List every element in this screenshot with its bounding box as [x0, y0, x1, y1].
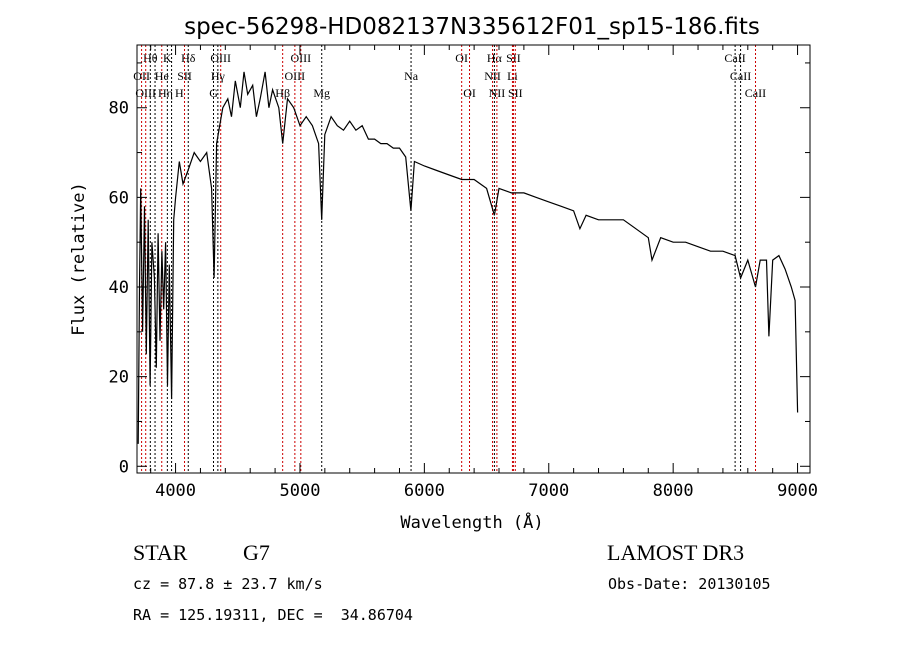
- y-tick-label: 0: [119, 457, 129, 477]
- spectral-line-label: SII: [506, 51, 521, 65]
- plot-frame: [136, 44, 811, 474]
- spectral-line-label: NII: [489, 86, 506, 100]
- x-tick-label: 6000: [404, 481, 445, 501]
- y-tick-label: 20: [109, 368, 129, 388]
- spectral-line-label: CaII: [724, 51, 745, 65]
- object-class: STAR: [133, 540, 188, 565]
- spectral-line-label: Hδ: [181, 51, 196, 65]
- spectral-line-label: OIII: [291, 51, 312, 65]
- spectral-line-label: OI: [463, 86, 476, 100]
- coordinates: RA = 125.19311, DEC = 34.86704: [133, 606, 413, 624]
- x-axis-label: Wavelength (Å): [400, 511, 543, 533]
- survey-name: LAMOST DR3: [607, 540, 744, 565]
- spectral-line-label: Li: [507, 69, 518, 83]
- x-tick-label: 7000: [528, 481, 569, 501]
- obs-date: Obs-Date: 20130105: [608, 575, 771, 593]
- spectral-line-label: Hα: [487, 51, 503, 65]
- redshift-text: cz = 87.8 ± 23.7 km/s: [133, 575, 323, 593]
- spectral-line-label: Hθ: [143, 51, 158, 65]
- spectral-line-label: SII: [177, 69, 192, 83]
- spectral-line-label: OII: [133, 69, 150, 83]
- x-tick-label: 8000: [653, 481, 694, 501]
- spectral-line-label: CaII: [730, 69, 751, 83]
- y-axis-label: Flux (relative): [69, 182, 89, 336]
- spectral-line-label: OIII: [210, 51, 231, 65]
- spectrum-series: [137, 71, 799, 444]
- spectral-line-label: OIII: [135, 86, 156, 100]
- x-tick-label: 4000: [155, 481, 196, 501]
- spectral-line-label: CaII: [745, 86, 766, 100]
- spectral-line-label: NII: [484, 69, 501, 83]
- spectral-line-label: Mg: [313, 86, 330, 100]
- y-tick-label: 80: [109, 99, 129, 119]
- spectral-line-label: SII: [508, 86, 523, 100]
- spectral-line-label: G: [209, 86, 218, 100]
- y-tick-label: 60: [109, 188, 129, 208]
- y-tick-label: 40: [109, 278, 129, 298]
- x-tick-label: 5000: [279, 481, 320, 501]
- spectral-line-label: Hγ: [211, 69, 226, 83]
- spectral-line-label: Hβ: [275, 86, 290, 100]
- spectral-line-label: H: [175, 86, 184, 100]
- spectral-line-label: Na: [404, 69, 419, 83]
- chart-title: spec-56298-HD082137N335612F01_sp15-186.f…: [184, 14, 760, 40]
- spectral-line-label: OIII: [285, 69, 306, 83]
- axis-ticks: 4000 5000 6000 7000 8000 9000 0 20 40 60 80: [109, 45, 818, 501]
- spectral-line-label: OI: [455, 51, 468, 65]
- spectral-line-label: Hη: [158, 86, 173, 100]
- spectral-line-label: K: [163, 51, 172, 65]
- spectral-line-label: He: [155, 69, 169, 83]
- x-tick-label: 9000: [777, 481, 818, 501]
- object-subclass: G7: [243, 540, 270, 565]
- spectrum-line: [137, 71, 799, 444]
